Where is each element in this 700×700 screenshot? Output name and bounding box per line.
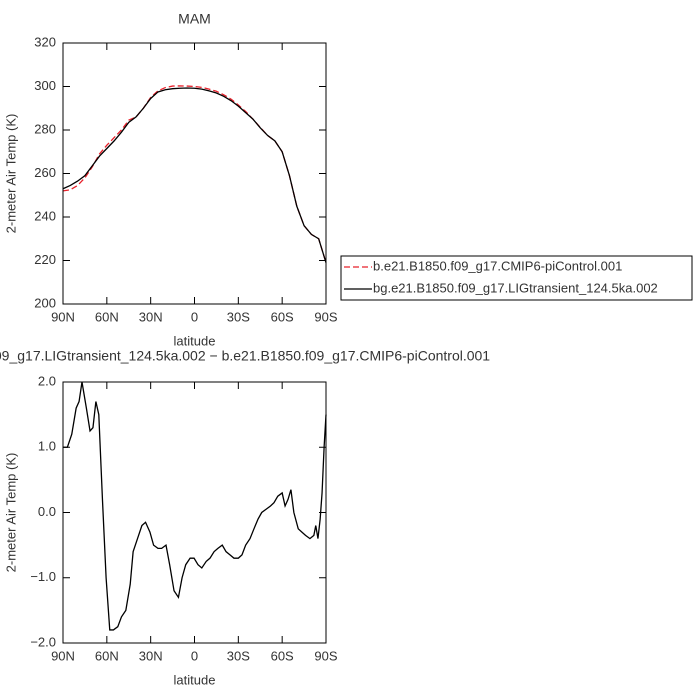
legend-box: [340, 255, 693, 301]
y-axis-label: 2-meter Air Temp (K): [3, 453, 18, 573]
x-tick-label: 30N: [139, 648, 163, 663]
x-tick-label: 30S: [227, 309, 250, 324]
legend-label: b.e21.B1850.f09_g17.CMIP6-piControl.001: [373, 258, 622, 273]
y-tick-label: 280: [34, 121, 56, 136]
y-tick-label: 260: [34, 165, 56, 180]
y-tick-label: 200: [34, 295, 56, 310]
x-tick-label: 60S: [271, 648, 294, 663]
x-tick-label: 90N: [51, 648, 75, 663]
legend-label: bg.e21.B1850.f09_g17.LIGtransient_124.5k…: [373, 280, 658, 295]
data-line: [63, 381, 327, 631]
x-tick-label: 0: [191, 648, 198, 663]
y-tick-label: 2.0: [38, 373, 56, 388]
plot-frame: [62, 42, 327, 305]
x-tick-label: 90N: [51, 309, 75, 324]
y-tick-label: −1.0: [30, 569, 56, 584]
y-tick-label: −2.0: [30, 634, 56, 649]
x-axis-label: latitude: [174, 672, 216, 687]
x-tick-label: 30S: [227, 648, 250, 663]
x-axis-label: latitude: [174, 333, 216, 348]
x-tick-label: 60N: [95, 309, 119, 324]
x-tick-label: 90S: [314, 648, 337, 663]
data-line: [62, 85, 327, 263]
y-tick-label: 220: [34, 252, 56, 267]
x-tick-label: 30N: [139, 309, 163, 324]
y-axis-label: 2-meter Air Temp (K): [3, 114, 18, 234]
chart-title: bg.e21.B1850.f09_g17.LIGtransient_124.5k…: [0, 348, 490, 364]
y-tick-label: 320: [34, 34, 56, 49]
x-tick-label: 60N: [95, 648, 119, 663]
y-tick-label: 300: [34, 78, 56, 93]
x-tick-label: 90S: [314, 309, 337, 324]
y-tick-label: 240: [34, 208, 56, 223]
x-tick-label: 0: [191, 309, 198, 324]
data-line: [62, 87, 327, 263]
x-tick-label: 60S: [271, 309, 294, 324]
y-tick-label: 0.0: [38, 504, 56, 519]
y-tick-label: 1.0: [38, 439, 56, 454]
chart-title: MAM: [178, 11, 211, 27]
plot-frame: [62, 381, 327, 644]
